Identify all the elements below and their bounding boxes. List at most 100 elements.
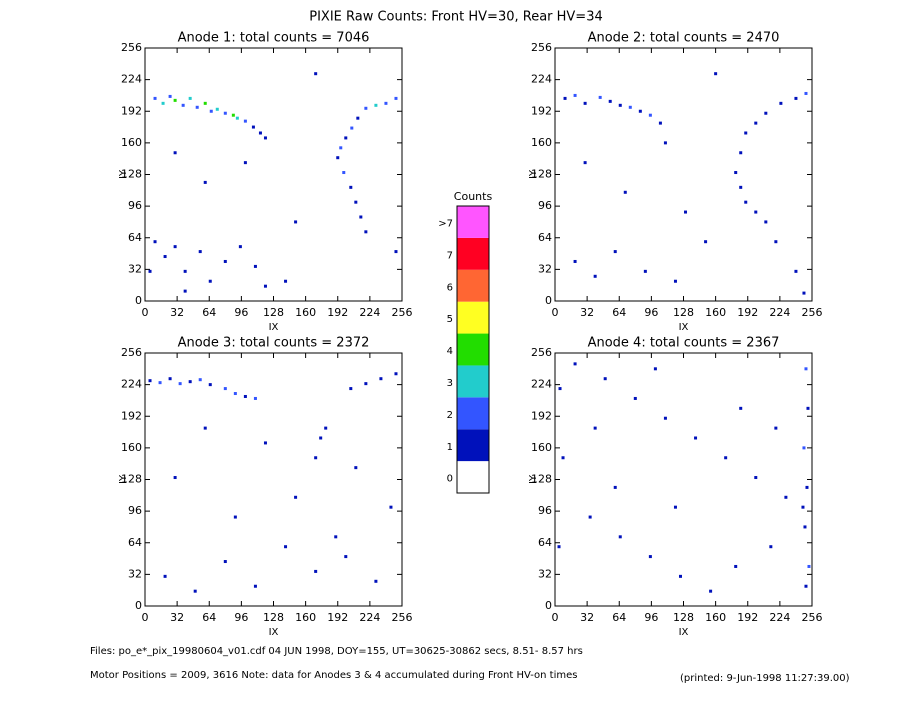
- y-tick-label: 0: [135, 294, 142, 307]
- count-pixel: [364, 106, 368, 110]
- x-tick-label: 64: [612, 611, 626, 624]
- count-pixel: [178, 382, 182, 386]
- y-tick-label: 192: [531, 104, 552, 117]
- colorbar-block: [457, 461, 489, 493]
- colorbar-block: [457, 301, 489, 334]
- count-pixel: [394, 96, 398, 100]
- count-pixel: [314, 569, 318, 573]
- count-pixel: [334, 535, 338, 539]
- y-tick-label: 96: [128, 199, 142, 212]
- count-pixel: [739, 406, 743, 410]
- count-pixel: [253, 584, 257, 588]
- count-pixel: [754, 210, 758, 214]
- count-pixel: [801, 505, 805, 509]
- x-axis-label: IX: [269, 627, 279, 638]
- count-pixel: [354, 200, 358, 204]
- count-pixel: [807, 564, 811, 568]
- count-pixel: [573, 259, 577, 263]
- count-pixel: [163, 574, 167, 578]
- y-tick-label: 192: [531, 409, 552, 422]
- plot-frame: [144, 47, 403, 302]
- y-axis-label: IY: [118, 474, 129, 484]
- count-pixel: [354, 466, 358, 470]
- count-pixel: [263, 136, 267, 140]
- y-tick-label: 32: [538, 262, 552, 275]
- count-pixel: [694, 436, 698, 440]
- count-pixel: [648, 113, 652, 117]
- x-tick-label: 0: [142, 611, 149, 624]
- count-pixel: [350, 126, 354, 130]
- panel-title: Anode 2: total counts = 2470: [588, 31, 780, 46]
- count-pixel: [794, 269, 798, 273]
- count-pixel: [806, 406, 810, 410]
- count-pixel: [263, 441, 267, 445]
- count-pixel: [764, 220, 768, 224]
- count-pixel: [253, 396, 257, 400]
- count-pixel: [258, 131, 262, 135]
- x-tick-label: 128: [263, 306, 284, 319]
- y-tick-label: 96: [128, 504, 142, 517]
- x-tick-label: 192: [737, 611, 758, 624]
- y-tick-label: 160: [531, 136, 552, 149]
- count-pixel: [704, 240, 708, 244]
- count-pixel: [653, 367, 657, 371]
- y-tick-label: 128: [121, 168, 142, 181]
- count-pixel: [709, 589, 713, 593]
- count-pixel: [613, 250, 617, 254]
- count-pixel: [598, 95, 602, 99]
- colorbar-frame: [456, 205, 490, 494]
- count-pixel: [183, 269, 187, 273]
- count-pixel: [349, 185, 353, 189]
- x-tick-label: 160: [705, 306, 726, 319]
- count-pixel: [573, 93, 577, 97]
- count-pixel: [208, 383, 212, 387]
- count-pixel: [764, 111, 768, 115]
- y-tick-label: 96: [538, 199, 552, 212]
- count-pixel: [663, 141, 667, 145]
- y-tick-label: 32: [128, 567, 142, 580]
- count-pixel: [744, 200, 748, 204]
- count-pixel: [739, 151, 743, 155]
- x-tick-label: 0: [552, 611, 559, 624]
- count-pixel: [734, 564, 738, 568]
- y-tick-label: 192: [121, 409, 142, 422]
- count-pixel: [215, 107, 219, 111]
- count-pixel: [163, 255, 167, 259]
- count-pixel: [754, 476, 758, 480]
- count-pixel: [593, 274, 597, 278]
- count-pixel: [209, 109, 213, 113]
- count-pixel: [613, 485, 617, 489]
- colorbar-label: 2: [447, 410, 453, 421]
- count-pixel: [238, 245, 242, 249]
- count-pixel: [251, 125, 255, 129]
- count-pixel: [198, 250, 202, 254]
- count-pixel: [804, 91, 808, 95]
- x-tick-label: 0: [552, 306, 559, 319]
- figure-title: PIXIE Raw Counts: Front HV=30, Rear HV=3…: [309, 10, 603, 25]
- count-pixel: [561, 456, 565, 460]
- count-pixel: [161, 101, 165, 105]
- count-pixel: [294, 495, 298, 499]
- count-pixel: [739, 185, 743, 189]
- count-pixel: [344, 136, 348, 140]
- colorbar-label: 3: [447, 378, 453, 389]
- colorbar-block: [457, 269, 489, 302]
- x-axis-label: IX: [269, 322, 279, 333]
- count-pixel: [243, 161, 247, 165]
- x-tick-label: 224: [359, 611, 380, 624]
- count-pixel: [608, 99, 612, 103]
- y-tick-label: 64: [128, 231, 142, 244]
- x-tick-label: 256: [802, 306, 823, 319]
- count-pixel: [235, 116, 239, 120]
- count-pixel: [243, 394, 247, 398]
- footer-motor: Motor Positions = 2009, 3616 Note: data …: [90, 670, 577, 681]
- count-pixel: [153, 240, 157, 244]
- count-pixel: [603, 377, 607, 381]
- count-pixel: [203, 180, 207, 184]
- count-pixel: [195, 105, 199, 109]
- count-pixel: [153, 96, 157, 100]
- x-axis-label: IX: [679, 627, 689, 638]
- count-pixel: [231, 113, 235, 117]
- y-tick-label: 256: [121, 41, 142, 54]
